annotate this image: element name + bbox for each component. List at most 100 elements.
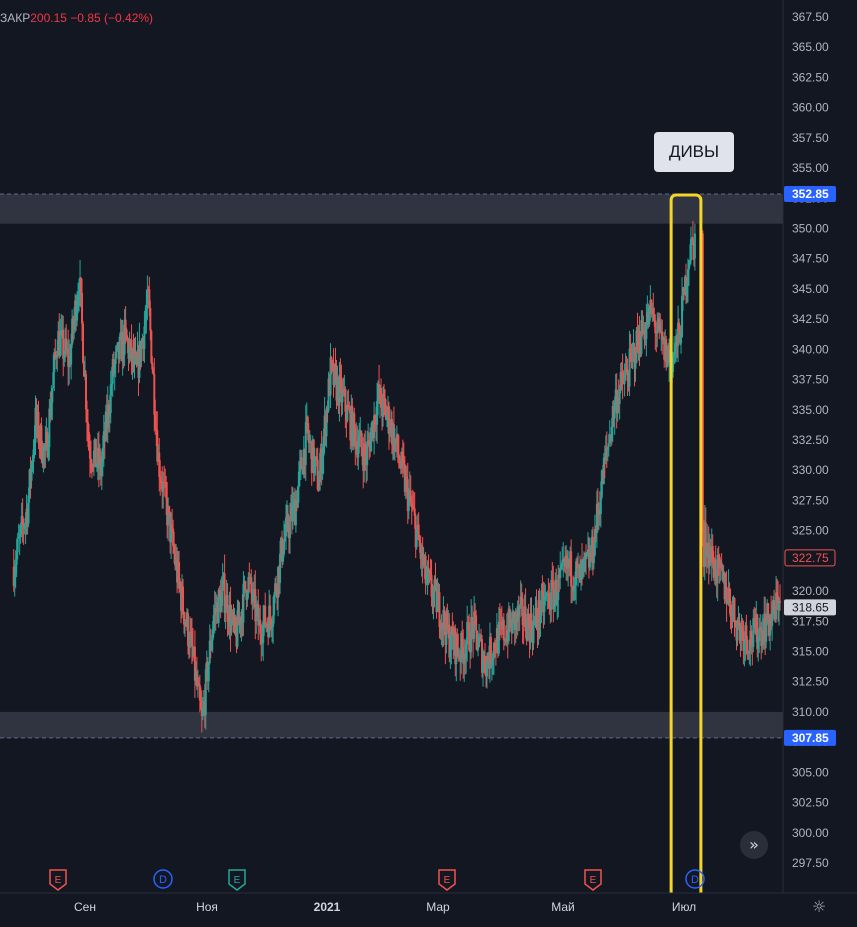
candle-body (220, 591, 223, 613)
candle-body (193, 646, 196, 681)
candle-body (726, 602, 729, 605)
candle-body (344, 388, 347, 412)
candle-body (134, 353, 137, 355)
y-tick-label: 330.00 (792, 463, 829, 477)
chart-settings-button[interactable]: ☼ (808, 896, 830, 918)
candle-body (224, 607, 227, 613)
candle-body (471, 617, 474, 624)
candle-body (59, 336, 62, 357)
candle-body (638, 330, 641, 351)
candle-body (352, 413, 355, 446)
candle-body (152, 369, 155, 375)
candle-body (575, 561, 578, 586)
legend-change-value: −0.85 (70, 11, 101, 25)
candle-body (354, 428, 357, 450)
annotation-label[interactable]: ДИВЫ (654, 132, 734, 172)
earnings-marker[interactable] (584, 869, 602, 891)
candle-body (114, 352, 117, 365)
candle-body (512, 611, 515, 613)
dividend-marker[interactable] (685, 869, 705, 889)
candle-body (255, 606, 258, 622)
candle-body (508, 608, 511, 628)
candle-body (52, 372, 55, 389)
candle-body (237, 610, 240, 626)
candle-body (257, 604, 260, 626)
candle-body (234, 616, 237, 634)
candle-body (731, 607, 734, 620)
candle-body (455, 634, 458, 665)
candle-body (778, 601, 781, 610)
candle-body (368, 440, 371, 442)
candle-body (91, 466, 94, 468)
candle-body (51, 388, 54, 403)
candle-body (84, 374, 87, 410)
candle-body (318, 470, 321, 491)
candle-body (535, 607, 538, 624)
candle-body (42, 445, 45, 464)
candle-body (577, 567, 580, 569)
candle-body (655, 333, 658, 335)
candle-body (151, 362, 154, 370)
dividend-marker-label: D (691, 874, 699, 886)
candle-body (573, 588, 576, 592)
candle-body (648, 306, 651, 325)
candle-body (767, 603, 770, 622)
candle-body (619, 371, 622, 389)
candle-body (364, 443, 367, 455)
candle-body (473, 611, 476, 639)
candle-body (146, 289, 149, 309)
candle-body (27, 495, 30, 524)
candle-body (334, 364, 337, 370)
candle-body (625, 368, 628, 372)
scroll-to-realtime-button[interactable]: » (740, 831, 768, 859)
candle-body (629, 348, 632, 352)
candle-body (288, 516, 291, 539)
candle-body (346, 405, 349, 421)
candle-body (316, 459, 319, 490)
candle-body (407, 494, 410, 512)
candle-body (376, 401, 379, 425)
candle-body (210, 640, 213, 650)
candle-body (63, 355, 66, 360)
candle-body (173, 546, 176, 554)
candle-body (178, 562, 181, 582)
candle-body (182, 586, 185, 613)
candle-body (107, 404, 110, 418)
candle-body (329, 357, 332, 396)
candle-body (153, 374, 156, 415)
candle-body (140, 341, 143, 362)
candle-body (397, 454, 400, 461)
candle-body (19, 524, 22, 534)
earnings-marker[interactable] (438, 869, 456, 891)
candle-body (481, 639, 484, 673)
candle-body (570, 551, 573, 587)
candle-body (410, 502, 413, 508)
candle-body (244, 580, 247, 591)
candle-body (48, 408, 51, 448)
price-zone-1 (0, 711, 783, 738)
candle-body (758, 628, 761, 642)
candle-body (409, 490, 412, 503)
candle-body (282, 554, 285, 562)
candle-body (776, 592, 779, 597)
time-axis[interactable] (0, 893, 857, 922)
y-tick-label: 337.50 (792, 373, 829, 387)
candle-body (357, 446, 360, 458)
candle-body (433, 579, 436, 592)
candle-body (322, 436, 325, 456)
dividend-marker[interactable] (153, 869, 173, 889)
candle-body (585, 552, 588, 557)
candle-body (718, 556, 721, 568)
candle-body (480, 637, 483, 640)
candle-body (125, 329, 128, 340)
candle-body (207, 663, 210, 682)
y-tick-label: 310.00 (792, 705, 829, 719)
earnings-marker[interactable] (228, 869, 246, 891)
earnings-marker[interactable] (49, 869, 67, 891)
candle-body (527, 613, 530, 623)
candle-body (461, 632, 464, 648)
gear-icon: ☼ (811, 897, 827, 916)
candle-body (109, 384, 112, 414)
